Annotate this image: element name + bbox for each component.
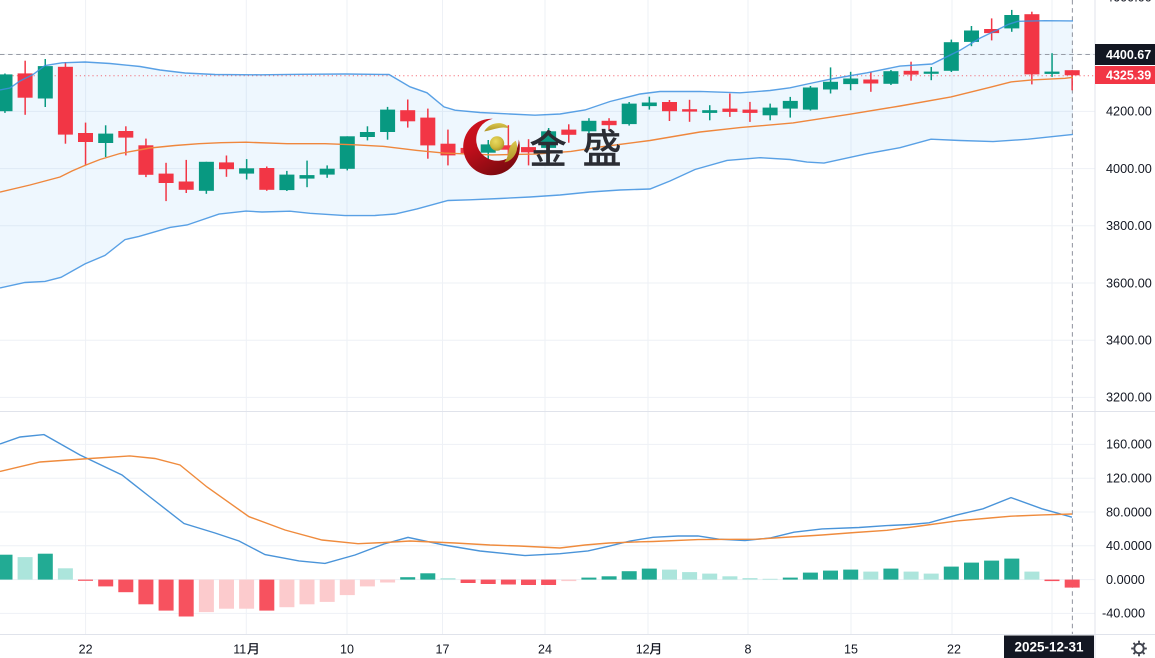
svg-text:120.000: 120.000 <box>1106 472 1152 486</box>
svg-text:22: 22 <box>79 643 93 657</box>
svg-text:15: 15 <box>844 643 858 657</box>
svg-text:22: 22 <box>947 643 961 657</box>
svg-text:17: 17 <box>436 643 450 657</box>
svg-text:8: 8 <box>745 643 752 657</box>
svg-text:4600.00: 4600.00 <box>1106 0 1152 5</box>
svg-text:3200.00: 3200.00 <box>1106 391 1152 405</box>
svg-text:4000.00: 4000.00 <box>1106 162 1152 176</box>
svg-text:40.0000: 40.0000 <box>1106 539 1152 553</box>
svg-text:3400.00: 3400.00 <box>1106 334 1152 348</box>
svg-text:4400.67: 4400.67 <box>1106 48 1151 62</box>
svg-text:-40.000: -40.000 <box>1102 607 1145 621</box>
svg-text:160.000: 160.000 <box>1106 438 1152 452</box>
svg-text:0.0000: 0.0000 <box>1106 573 1145 587</box>
svg-text:10: 10 <box>340 643 354 657</box>
svg-text:4200.00: 4200.00 <box>1106 105 1152 119</box>
svg-text:11: 11 <box>233 643 246 657</box>
svg-text:3800.00: 3800.00 <box>1106 219 1152 233</box>
svg-text:24: 24 <box>538 643 552 657</box>
svg-text:4325.39: 4325.39 <box>1106 69 1151 83</box>
svg-text:80.0000: 80.0000 <box>1106 505 1152 519</box>
svg-text:2025-12-31: 2025-12-31 <box>1014 640 1084 655</box>
svg-text:12: 12 <box>636 643 650 657</box>
svg-text:3600.00: 3600.00 <box>1106 276 1152 290</box>
